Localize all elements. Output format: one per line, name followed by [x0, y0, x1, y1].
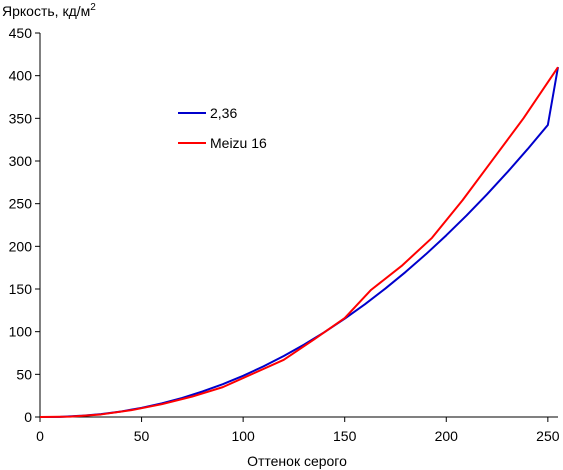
series-line-1 — [39, 66, 559, 418]
y-axis-title-main: Яркость, кд/м — [2, 3, 90, 19]
y-axis-ticks: 0 50 100 150 200 250 300 350 400 450 — [9, 25, 40, 425]
y-tick-label: 50 — [16, 366, 32, 382]
y-tick-label: 250 — [9, 196, 33, 212]
y-tick-label: 450 — [9, 25, 33, 41]
y-tick-label: 0 — [24, 409, 32, 425]
y-tick-label: 150 — [9, 281, 33, 297]
legend-label-series-1: 2,36 — [210, 105, 237, 121]
y-tick-label: 100 — [9, 324, 33, 340]
x-tick-label: 50 — [134, 428, 150, 444]
legend: 2,36 Meizu 16 — [178, 105, 267, 151]
series-line-2 — [39, 66, 559, 418]
x-tick-label: 250 — [536, 428, 560, 444]
y-tick-label: 300 — [9, 153, 33, 169]
y-tick-label: 400 — [9, 68, 33, 84]
x-tick-label: 100 — [231, 428, 255, 444]
y-axis-title-superscript: 2 — [90, 2, 96, 13]
x-axis-title: Оттенок серого — [247, 453, 347, 469]
x-tick-label: 200 — [435, 428, 459, 444]
y-tick-label: 200 — [9, 238, 33, 254]
x-tick-label: 150 — [333, 428, 357, 444]
y-tick-label: 350 — [9, 110, 33, 126]
series-layer — [39, 66, 559, 418]
y-axis-title: Яркость, кд/м2 — [2, 2, 96, 19]
legend-label-series-2: Meizu 16 — [210, 135, 267, 151]
x-tick-label: 0 — [36, 428, 44, 444]
plot-area — [39, 33, 558, 418]
x-axis-ticks: 0 50 100 150 200 250 — [36, 417, 560, 444]
